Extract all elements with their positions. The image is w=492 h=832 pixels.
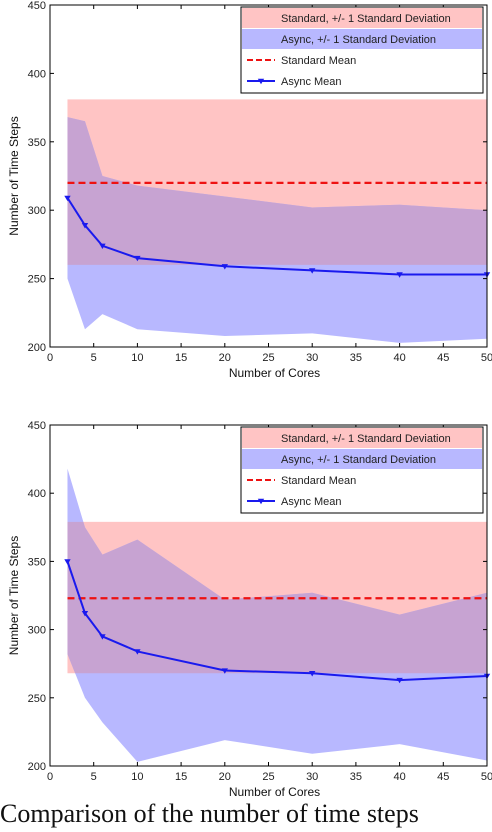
x-tick-label: 45	[437, 771, 449, 783]
legend-swatch-standard-band	[242, 428, 482, 448]
legend-label: Async, +/- 1 Standard Deviation	[281, 34, 436, 46]
x-tick-label: 5	[91, 771, 97, 783]
x-tick-label: 10	[131, 771, 143, 783]
legend: Standard, +/- 1 Standard Deviation Async,…	[240, 6, 484, 94]
legend-label: Standard, +/- 1 Standard Deviation	[281, 433, 451, 445]
async-mean-point	[99, 634, 106, 640]
legend-label: Async, +/- 1 Standard Deviation	[281, 454, 436, 466]
async-mean-point	[221, 264, 228, 270]
band-overlap	[67, 117, 487, 265]
x-tick-label: 35	[350, 771, 362, 783]
legend-marker	[257, 78, 265, 85]
y-tick-label: 450	[28, 420, 46, 432]
y-tick-label: 200	[28, 342, 46, 354]
legend: Standard, +/- 1 Standard Deviation Async,…	[240, 426, 484, 514]
y-tick-label: 250	[28, 693, 46, 705]
legend-label: Async Mean	[281, 496, 342, 508]
x-tick-label: 20	[219, 352, 231, 364]
x-tick-label: 35	[350, 352, 362, 364]
x-tick-label: 50	[481, 352, 492, 364]
chart-top: 0 5 10 15 20 25 30 35 40 45 50 200 250 300 350 400 450 Nu…	[7, 0, 492, 380]
async-mean-point	[134, 649, 141, 655]
legend-label: Async Mean	[281, 76, 342, 88]
async-mean-line	[66, 197, 487, 276]
x-tick-label: 0	[47, 352, 53, 364]
y-axis-label: Number of Time Steps	[7, 116, 21, 235]
plot-area	[66, 99, 487, 343]
async-mean-point	[221, 668, 228, 674]
y-tick-label: 250	[28, 274, 46, 286]
y-tick-label: 350	[28, 556, 46, 568]
y-tick-label: 350	[28, 137, 46, 149]
y-tick-label: 200	[28, 761, 46, 773]
legend-label: Standard Mean	[281, 475, 356, 487]
x-tick-label: 10	[131, 352, 143, 364]
legend-swatch-async-band	[242, 29, 482, 49]
async-mean-point	[81, 223, 89, 229]
y-tick-label: 400	[28, 68, 46, 80]
chart-bottom: 0 5 10 15 20 25 30 35 40 45 50 200 250 300 350 400 450 Nu…	[7, 420, 492, 799]
legend-label: Standard, +/- 1 Standard Deviation	[281, 13, 451, 25]
legend-swatch-async-band	[242, 449, 482, 469]
async-mean-point	[134, 255, 141, 262]
y-tick-label: 300	[28, 205, 46, 217]
x-tick-label: 5	[91, 352, 97, 364]
x-tick-label: 20	[219, 771, 231, 783]
y-axis-label: Number of Time Steps	[7, 536, 21, 655]
async-mean-point	[309, 671, 316, 677]
legend-swatch-standard-band	[242, 8, 482, 28]
x-tick-label: 40	[393, 771, 405, 783]
y-tick-label: 400	[28, 488, 46, 500]
x-tick-label: 30	[306, 352, 318, 364]
x-tick-label: 0	[47, 771, 53, 783]
async-mean-line	[66, 561, 487, 682]
legend-label: Standard Mean	[281, 55, 356, 67]
legend-marker	[257, 498, 265, 505]
y-tick-label: 300	[28, 625, 46, 637]
async-mean-point	[99, 243, 106, 249]
figure-caption: Comparison of the number of time steps	[0, 799, 419, 828]
async-mean-point	[64, 195, 71, 202]
async-mean-point	[309, 268, 316, 274]
x-tick-label: 25	[262, 771, 274, 783]
x-axis-label: Number of Cores	[229, 366, 320, 380]
x-tick-label: 45	[437, 352, 449, 364]
y-tick-label: 450	[28, 0, 46, 12]
async-mean-point	[64, 559, 71, 565]
async-mean-point	[396, 677, 403, 684]
plot-area	[66, 468, 487, 762]
x-tick-label: 25	[262, 352, 274, 364]
async-mean-point	[396, 272, 403, 278]
x-tick-label: 15	[175, 771, 187, 783]
x-tick-label: 40	[393, 352, 405, 364]
async-mean-point	[81, 611, 89, 617]
x-tick-label: 15	[175, 352, 187, 364]
x-axis-label: Number of Cores	[229, 785, 320, 799]
x-tick-label: 50	[481, 771, 492, 783]
x-tick-label: 30	[306, 771, 318, 783]
